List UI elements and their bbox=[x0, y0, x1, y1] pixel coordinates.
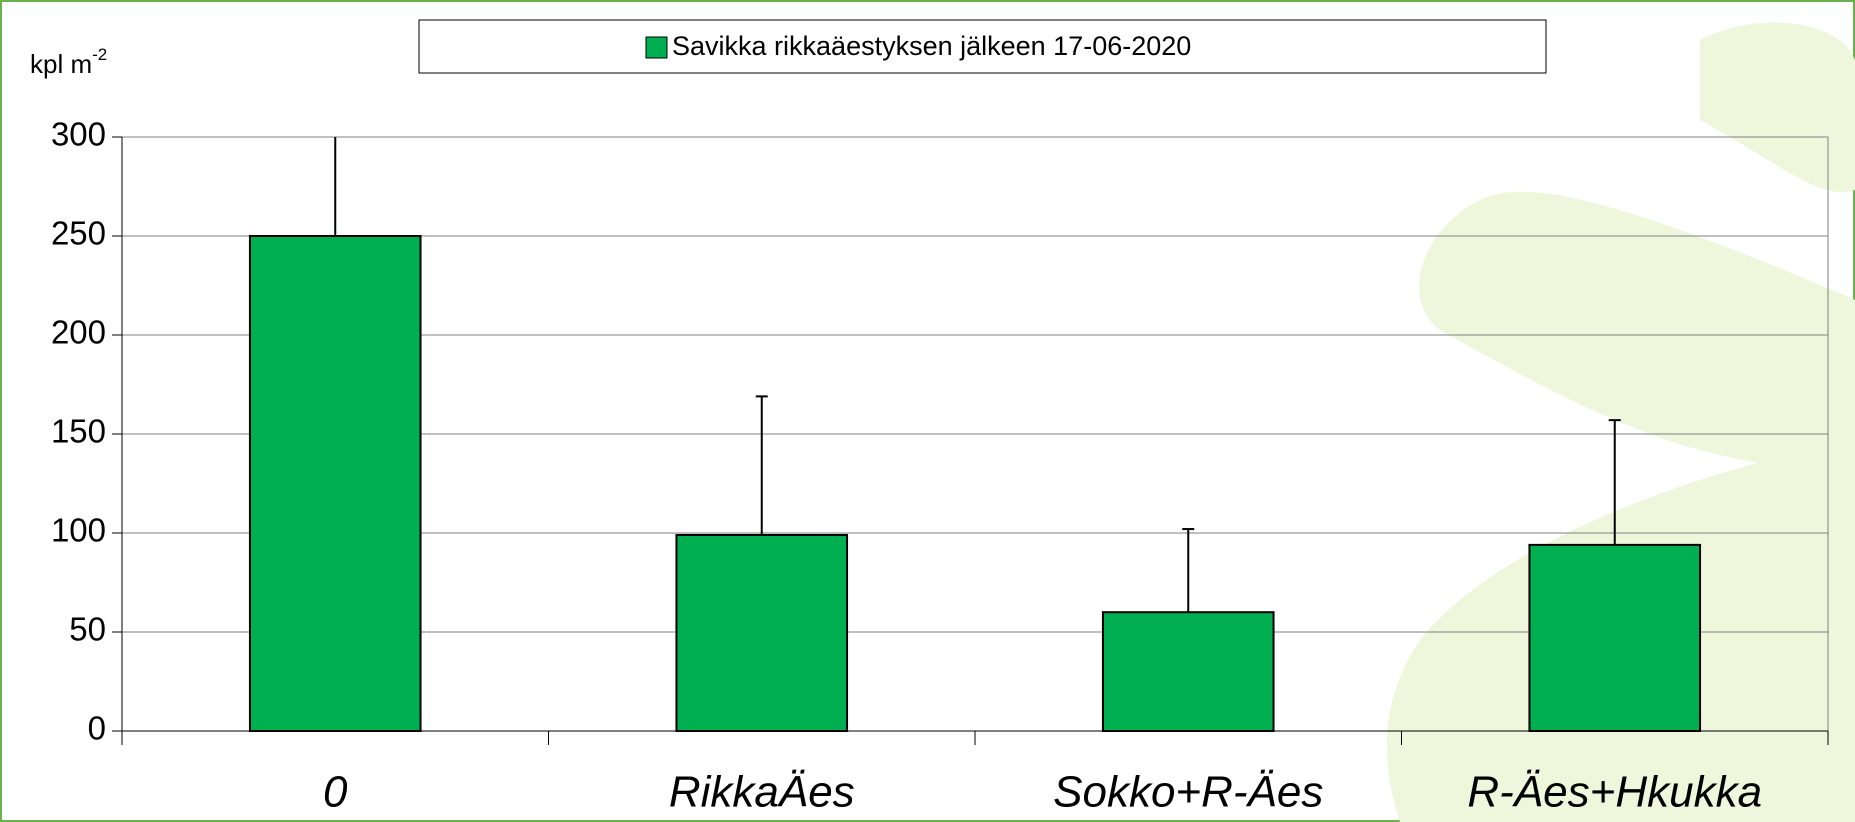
bar bbox=[1528, 543, 1702, 732]
y-tick-label: 300 bbox=[51, 116, 106, 153]
y-tick-label: 100 bbox=[51, 512, 106, 549]
y-axis-label-sup: -2 bbox=[92, 45, 107, 64]
legend bbox=[418, 19, 1547, 74]
bar bbox=[675, 533, 849, 732]
y-tick-label: 200 bbox=[51, 314, 106, 351]
legend-label: Savikka rikkaäestyksen jälkeen 17-06-202… bbox=[672, 31, 1191, 61]
bar bbox=[1101, 611, 1275, 733]
x-tick-label: Sokko+R-Äes bbox=[1053, 768, 1323, 817]
x-tick-label: RikkaÄes bbox=[669, 768, 855, 817]
x-tick-label: R-Äes+Hkukka bbox=[1467, 768, 1762, 817]
legend-swatch bbox=[645, 36, 668, 59]
x-tick-label: 0 bbox=[323, 768, 348, 817]
y-tick-label: 50 bbox=[69, 611, 106, 648]
bar bbox=[248, 235, 422, 732]
y-axis-label-text: kpl m bbox=[30, 49, 92, 79]
y-axis-label: kpl m-2 bbox=[30, 45, 107, 78]
y-tick-label: 0 bbox=[88, 710, 106, 747]
y-tick-label: 150 bbox=[51, 413, 106, 450]
plot-clip bbox=[334, 137, 1621, 613]
y-tick-label: 250 bbox=[51, 215, 106, 252]
